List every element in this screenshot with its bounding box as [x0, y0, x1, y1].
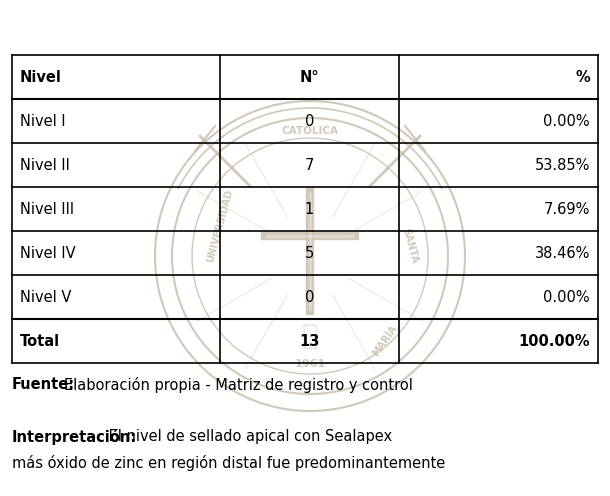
Text: Total: Total	[20, 333, 60, 349]
Text: Nivel I: Nivel I	[20, 114, 66, 128]
Text: 7: 7	[305, 158, 314, 173]
Text: 0.00%: 0.00%	[544, 290, 590, 305]
Text: 🦅: 🦅	[302, 322, 318, 350]
Text: Nivel III: Nivel III	[20, 201, 74, 216]
Text: 13: 13	[300, 333, 320, 349]
Text: 0: 0	[305, 290, 314, 305]
Text: 7.69%: 7.69%	[544, 201, 590, 216]
Text: MARÍA: MARÍA	[371, 323, 400, 359]
Text: 1961: 1961	[295, 359, 326, 369]
Text: Nivel II: Nivel II	[20, 158, 70, 173]
Text: UNIVERSIDAD: UNIVERSIDAD	[206, 188, 235, 264]
Text: Elaboración propia - Matriz de registro y control: Elaboración propia - Matriz de registro …	[64, 377, 413, 393]
Text: más óxido de zinc en región distal fue predominantemente: más óxido de zinc en región distal fue p…	[12, 455, 445, 471]
Text: SANTA: SANTA	[401, 227, 420, 265]
Text: 100.00%: 100.00%	[518, 333, 590, 349]
Text: Interpretación:: Interpretación:	[12, 429, 137, 445]
Text: CATÓLICA: CATÓLICA	[281, 126, 339, 136]
Text: Fuente:: Fuente:	[12, 377, 75, 392]
Text: Nivel: Nivel	[20, 69, 62, 84]
Text: El nivel de sellado apical con Sealapex: El nivel de sellado apical con Sealapex	[104, 429, 392, 444]
Text: 0: 0	[305, 114, 314, 128]
Text: Nivel V: Nivel V	[20, 290, 71, 305]
Text: 5: 5	[305, 246, 314, 260]
Text: 1: 1	[305, 201, 314, 216]
Text: 38.46%: 38.46%	[534, 246, 590, 260]
Text: 0.00%: 0.00%	[544, 114, 590, 128]
Text: 53.85%: 53.85%	[534, 158, 590, 173]
Text: %: %	[575, 69, 590, 84]
Text: N°: N°	[300, 69, 319, 84]
Text: Nivel IV: Nivel IV	[20, 246, 76, 260]
